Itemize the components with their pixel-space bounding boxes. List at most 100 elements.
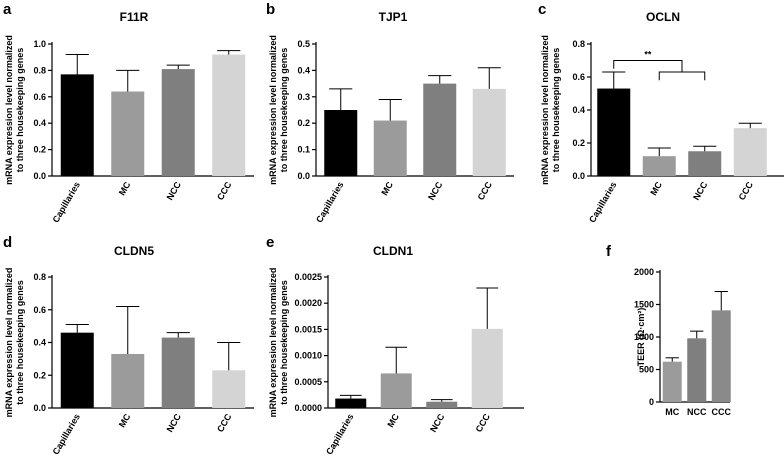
bar-ncc xyxy=(161,337,195,408)
x-tick-label: MC xyxy=(665,407,679,417)
y-tick-label: 1500 xyxy=(634,300,654,310)
y-axis-label: mRNA expression level normalized xyxy=(4,35,14,185)
bar-capillaries xyxy=(324,110,358,176)
x-tick-label: CCC xyxy=(215,180,234,202)
bar-ccc xyxy=(212,370,246,408)
x-tick-label: NCC xyxy=(165,180,184,202)
bar-ccc xyxy=(711,310,731,402)
chart-panel-b: b TJP1 mRNA expression level normalized to … xyxy=(266,1,514,224)
y-axis-label: to three housekeeping genes xyxy=(279,280,289,405)
x-tick-label: CCC xyxy=(215,412,234,434)
chart-title: F11R xyxy=(120,10,149,24)
chart-panel-d: d CLDN5 mRNA expression level normalized to… xyxy=(3,234,254,456)
y-tick-label: 0.0010 xyxy=(294,351,322,361)
bar-mc xyxy=(662,361,682,402)
x-tick-label: NCC xyxy=(426,180,445,202)
x-tick-label: MC xyxy=(117,180,133,198)
bar-ccc xyxy=(472,88,506,176)
bar-mc xyxy=(373,120,407,176)
y-axis-label: TEER (Ω·cm²) xyxy=(636,308,646,367)
chart-panel-f: f TEER (Ω·cm²) 0 500 1000 1500 2000 MC NCC CCC xyxy=(606,243,731,417)
y-axis-label: to three housekeeping genes xyxy=(551,48,561,173)
bar-mc xyxy=(111,353,145,408)
panel-label: a xyxy=(3,1,12,18)
y-tick-label: 0.4 xyxy=(33,338,46,348)
y-tick-label: 0.0 xyxy=(297,171,310,181)
y-tick-label: 0.8 xyxy=(572,39,585,49)
bar-mc xyxy=(642,156,676,176)
bar-capillaries xyxy=(335,398,367,408)
y-tick-label: 2000 xyxy=(634,267,654,277)
y-tick-label: 0.0025 xyxy=(294,272,322,282)
y-tick-label: 1000 xyxy=(634,332,654,342)
y-tick-label: 0.0020 xyxy=(294,298,322,308)
bar-ncc xyxy=(687,338,707,402)
y-tick-label: 0.4 xyxy=(297,65,310,75)
y-axis-label: mRNA expression level normalized xyxy=(540,35,550,185)
x-tick-label: NCC xyxy=(428,412,447,434)
y-tick-label: 0.5 xyxy=(297,39,310,49)
panel-label: f xyxy=(606,243,612,260)
significance-sub-bracket xyxy=(658,71,706,81)
x-tick-label: Capillaries xyxy=(51,180,82,224)
bar-mc xyxy=(380,373,412,408)
bar-ncc xyxy=(426,401,458,408)
bar-capillaries xyxy=(597,88,631,176)
x-tick-label: MC xyxy=(379,180,395,198)
y-tick-label: 0.0 xyxy=(33,171,46,181)
chart-title: CLDN1 xyxy=(373,244,413,258)
bar-capillaries xyxy=(60,332,94,408)
bar-ncc xyxy=(161,69,195,176)
y-tick-label: 0.0 xyxy=(572,171,585,181)
chart-panel-e: e CLDN1 mRNA expression level normalized to… xyxy=(266,234,524,456)
x-tick-label: MC xyxy=(117,412,133,430)
y-tick-label: 0.0000 xyxy=(294,403,322,413)
y-axis-label: mRNA expression level normalized xyxy=(268,35,278,185)
panel-label: e xyxy=(266,234,274,251)
panel-label: c xyxy=(538,1,546,18)
x-tick-label: CCC xyxy=(737,180,756,202)
y-tick-label: 0.2 xyxy=(297,118,310,128)
x-tick-label: Capillaries xyxy=(324,412,355,456)
x-tick-label: NCC xyxy=(687,407,707,417)
y-tick-label: 500 xyxy=(639,365,654,375)
x-tick-label: Capillaries xyxy=(314,180,345,224)
chart-panel-c: c OCLN mRNA expression level normalized to … xyxy=(538,1,784,224)
y-tick-label: 0.2 xyxy=(572,138,585,148)
y-tick-label: 0.0015 xyxy=(294,324,322,334)
chart-panel-a: a F11R mRNA expression level normalized to … xyxy=(3,1,254,224)
y-tick-label: 0.8 xyxy=(33,272,46,282)
x-tick-label: MC xyxy=(385,412,401,430)
chart-title: CLDN5 xyxy=(114,244,154,258)
bar-ncc xyxy=(688,151,722,176)
x-tick-label: Capillaries xyxy=(51,412,82,456)
bar-capillaries xyxy=(60,74,94,176)
chart-title: TJP1 xyxy=(379,10,408,24)
x-tick-label: Capillaries xyxy=(587,180,618,224)
x-tick-label: MC xyxy=(648,180,664,198)
y-tick-label: 0.8 xyxy=(33,65,46,75)
bar-mc xyxy=(111,91,145,176)
y-axis-label: to three housekeeping genes xyxy=(279,48,289,173)
panel-label: d xyxy=(3,234,12,251)
bar-ccc xyxy=(471,328,503,408)
bar-ccc xyxy=(212,54,246,177)
y-tick-label: 0.3 xyxy=(297,92,310,102)
bar-ccc xyxy=(733,128,767,176)
x-tick-label: CCC xyxy=(712,407,732,417)
y-tick-label: 0.4 xyxy=(33,118,46,128)
y-tick-label: 0.0005 xyxy=(294,377,322,387)
y-axis-label: to three housekeeping genes xyxy=(15,48,25,173)
x-tick-label: CCC xyxy=(476,180,495,202)
y-axis-label: to three housekeeping genes xyxy=(15,280,25,405)
significance-label: ** xyxy=(644,50,652,60)
y-tick-label: 0.2 xyxy=(33,145,46,155)
chart-title: OCLN xyxy=(646,10,680,24)
y-tick-label: 0.6 xyxy=(33,92,46,102)
x-tick-label: NCC xyxy=(691,180,710,202)
significance-bracket xyxy=(613,60,683,73)
y-tick-label: 0.6 xyxy=(572,72,585,82)
x-tick-label: CCC xyxy=(474,412,493,434)
y-tick-label: 0.4 xyxy=(572,105,585,115)
